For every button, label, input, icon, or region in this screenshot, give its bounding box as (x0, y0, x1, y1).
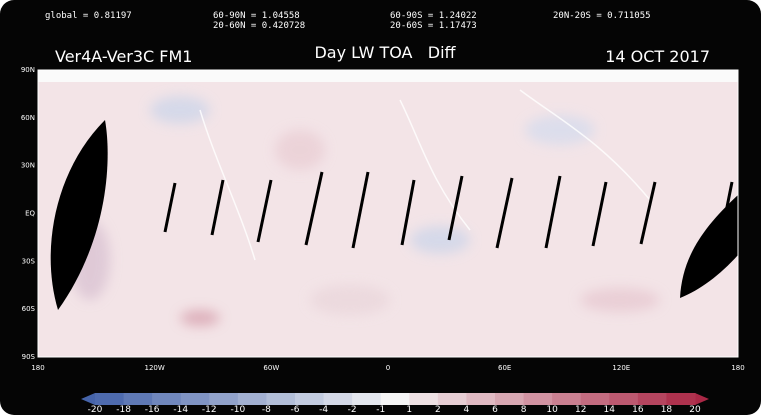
lat-label: 60N (21, 114, 35, 122)
cb-label: 10 (546, 405, 558, 415)
cb-label: -10 (231, 405, 246, 415)
cb-label: -2 (348, 405, 357, 415)
cb-label: -6 (291, 405, 300, 415)
cb-label: 16 (632, 405, 644, 415)
map-bg (38, 70, 738, 357)
lon-label: 60W (263, 364, 279, 372)
cb-box (666, 393, 695, 405)
lon-label: 0 (386, 364, 390, 372)
lon-label: 120W (145, 364, 165, 372)
stat: global = 0.81197 (45, 11, 132, 21)
cb-box (581, 393, 610, 405)
date: 14 OCT 2017 (605, 47, 710, 66)
cb-label: 20 (689, 405, 701, 415)
cb-label: 2 (435, 405, 441, 415)
cb-box (381, 393, 410, 405)
cb-box (324, 393, 353, 405)
cb-box (409, 393, 438, 405)
cb-label: -16 (145, 405, 160, 415)
lon-label: 60E (498, 364, 511, 372)
map (38, 70, 738, 357)
cb-label: -12 (202, 405, 217, 415)
cb-label: -8 (262, 405, 271, 415)
cb-label: 8 (521, 405, 527, 415)
cb-label: -1 (376, 405, 385, 415)
cb-label: -4 (319, 405, 328, 415)
cb-box (438, 393, 467, 405)
cb-label: 18 (661, 405, 673, 415)
screen: global = 0.81197 60-90N = 1.0455820-60N =… (0, 0, 761, 415)
cb-box (95, 393, 124, 405)
cb-box (266, 393, 295, 405)
left-title: Ver4A-Ver3C FM1 (55, 47, 192, 66)
cb-box (238, 393, 267, 405)
cb-label: 12 (575, 405, 586, 415)
cb-label: 1 (406, 405, 412, 415)
cb-box (524, 393, 553, 405)
stat: 20N-20S = 0.711055 (553, 11, 651, 21)
polar-band (38, 70, 738, 82)
lon-label: 180 (31, 364, 44, 372)
center-title: Day LW TOA Diff (314, 43, 456, 62)
cb-box (152, 393, 181, 405)
stat: 20-60S = 1.17473 (390, 21, 477, 31)
cb-box (181, 393, 210, 405)
lat-label: 90S (22, 353, 36, 361)
lat-label: 90N (21, 66, 35, 74)
cb-box (209, 393, 238, 405)
cb-label: 14 (604, 405, 616, 415)
cb-box (609, 393, 638, 405)
lon-label: 120E (612, 364, 630, 372)
stat: 60-90N = 1.04558 (213, 11, 300, 21)
cb-box (495, 393, 524, 405)
cb-label: -18 (116, 405, 131, 415)
cb-label: 4 (464, 405, 470, 415)
cb-label: 6 (492, 405, 498, 415)
cb-box (295, 393, 324, 405)
cb-box (466, 393, 495, 405)
cb-box (638, 393, 667, 405)
lon-label: 180 (731, 364, 744, 372)
cb-label: -14 (173, 405, 188, 415)
lat-label: EQ (25, 210, 35, 218)
cb-box (552, 393, 581, 405)
lat-label: 30S (22, 257, 36, 265)
lat-label: 30N (21, 162, 35, 170)
lat-label: 60S (22, 305, 36, 313)
stat: 20-60N = 0.420728 (213, 21, 305, 31)
cb-box (124, 393, 153, 405)
stat: 60-90S = 1.24022 (390, 11, 477, 21)
cb-box (352, 393, 381, 405)
cb-label: -20 (88, 405, 103, 415)
